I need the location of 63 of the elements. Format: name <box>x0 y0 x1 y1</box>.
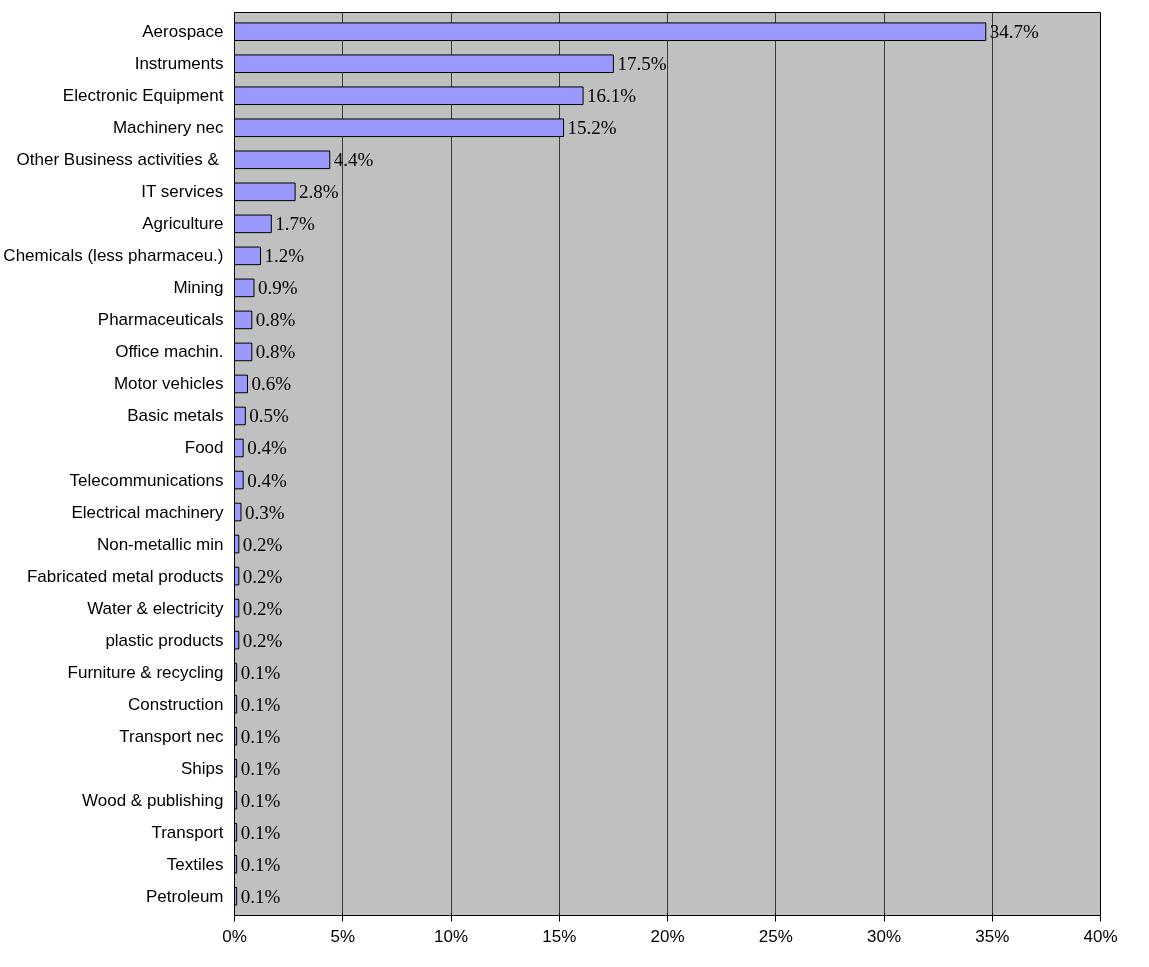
data-label: 17.5% <box>617 53 667 75</box>
y-tick-label: Other Business activities & <box>16 150 220 170</box>
data-label: 0.9% <box>257 277 298 299</box>
data-label: 0.1% <box>240 789 281 811</box>
y-tick-label: Motor vehicles <box>113 374 224 394</box>
y-tick-label: Transport <box>151 822 224 842</box>
x-tick-label: 0% <box>222 926 247 946</box>
x-tick-label: 10% <box>433 926 469 946</box>
data-label: 0.8% <box>255 341 296 363</box>
data-label: 0.8% <box>255 309 296 331</box>
y-tick-label: plastic products <box>105 630 224 650</box>
y-tick-label: Non-metallic min <box>96 534 224 554</box>
x-tick-label: 15% <box>542 926 577 946</box>
data-label: 0.2% <box>242 629 283 651</box>
data-label: 0.4% <box>247 437 287 459</box>
y-tick-label: Office machin. <box>115 342 224 362</box>
y-tick-label: Basic metals <box>127 406 224 426</box>
x-tick-label: 25% <box>758 926 793 946</box>
y-tick-label: Petroleum <box>146 886 224 906</box>
y-tick-label: Mining <box>173 278 224 298</box>
y-tick-label: Wood & publishing <box>82 790 224 810</box>
data-label: 16.1% <box>587 85 637 107</box>
y-tick-label: IT services <box>141 182 224 202</box>
x-tick-label: 20% <box>650 926 685 946</box>
data-label: 0.6% <box>251 373 292 395</box>
data-label: 0.1% <box>240 853 281 875</box>
data-label: 15.2% <box>567 117 617 139</box>
y-tick-label: Water & electricity <box>87 598 224 618</box>
data-label: 0.1% <box>240 821 281 843</box>
x-tick-label: 5% <box>330 926 356 946</box>
x-tick-label: 35% <box>975 926 1010 946</box>
x-tick-label: 40% <box>1083 926 1118 946</box>
y-tick-label: Construction <box>128 694 224 714</box>
data-label: 2.8% <box>299 181 339 203</box>
y-tick-label: Food <box>184 438 224 458</box>
y-tick-label: Instruments <box>134 54 224 74</box>
x-tick-label: 30% <box>866 926 902 946</box>
y-tick-label: Furniture & recycling <box>67 662 224 682</box>
y-tick-label: Electrical machinery <box>71 502 224 522</box>
y-tick-label: Aerospace <box>142 22 224 42</box>
data-label: 0.4% <box>247 469 287 491</box>
data-label: 0.2% <box>242 597 283 619</box>
data-label: 0.2% <box>242 565 283 587</box>
data-label: 0.1% <box>240 885 281 907</box>
data-label: 0.1% <box>240 757 281 779</box>
data-label: 1.2% <box>264 245 305 267</box>
data-label: 0.1% <box>240 661 281 683</box>
data-label: 0.5% <box>249 405 290 427</box>
data-label: 0.1% <box>240 725 281 747</box>
y-tick-label: Pharmaceuticals <box>97 310 224 330</box>
y-tick-label: Ships <box>180 758 224 778</box>
y-tick-label: Fabricated metal products <box>26 566 224 586</box>
y-tick-label: Agriculture <box>142 214 224 234</box>
data-label: 0.1% <box>240 693 281 715</box>
data-label: 0.2% <box>242 533 283 555</box>
y-tick-label: Electronic Equipment <box>62 86 224 106</box>
y-tick-label: Telecommunications <box>69 470 224 490</box>
y-tick-label: Textiles <box>166 854 224 874</box>
y-tick-label: Transport nec <box>119 726 224 746</box>
data-label: 0.3% <box>244 501 285 523</box>
y-tick-label: Chemicals (less pharmaceu.) <box>3 246 224 266</box>
y-tick-label: Machinery nec <box>112 118 224 138</box>
data-label: 1.7% <box>275 213 316 235</box>
